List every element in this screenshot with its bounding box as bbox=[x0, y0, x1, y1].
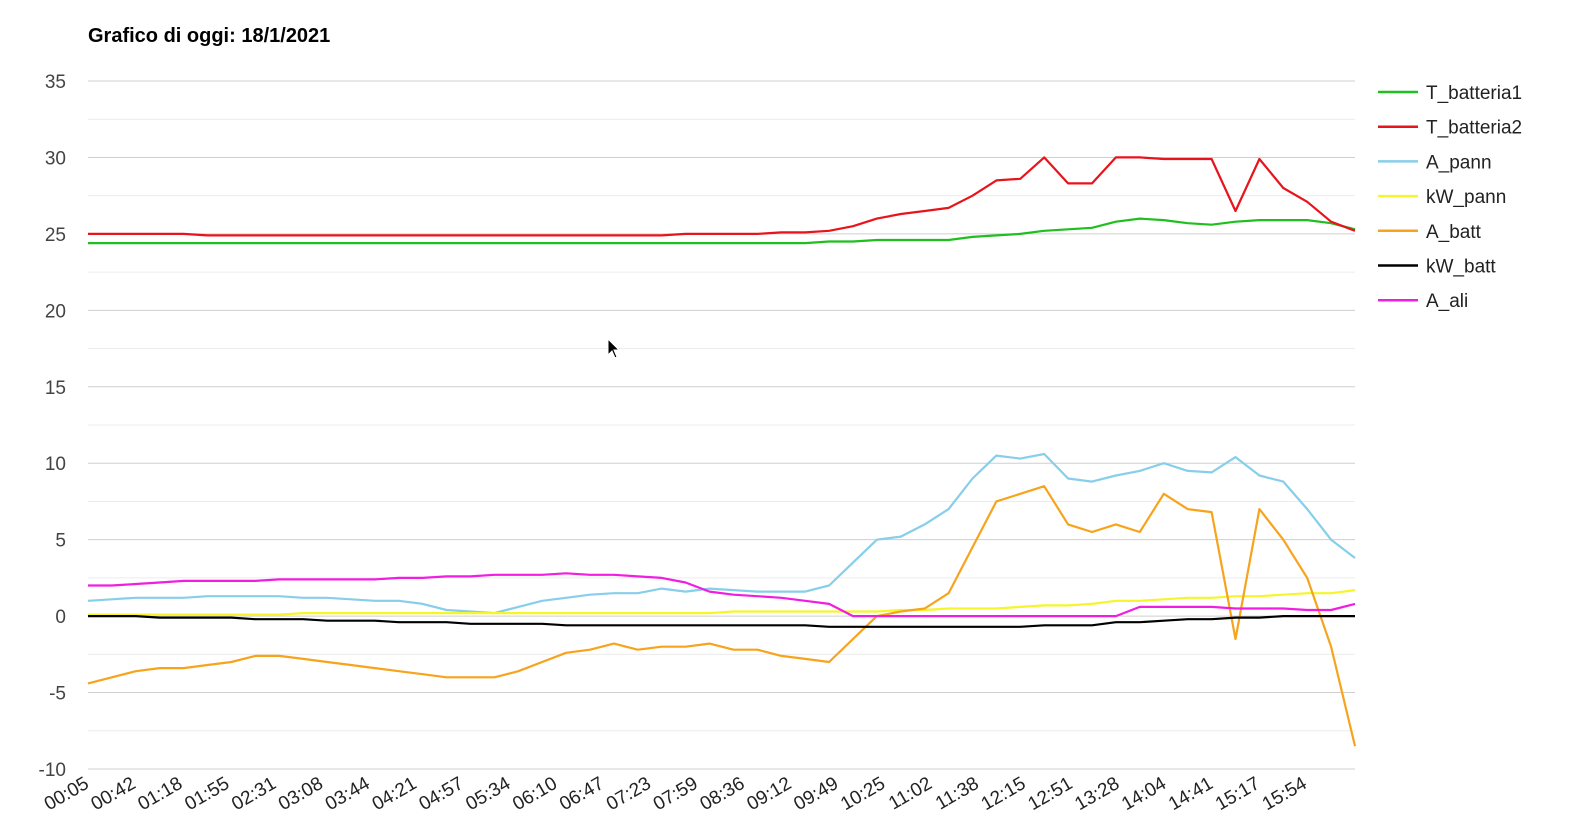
y-tick-label: 10 bbox=[45, 454, 66, 475]
x-tick-label: 15:54 bbox=[1259, 773, 1311, 815]
y-tick-label: 0 bbox=[55, 607, 66, 628]
x-tick-label: 11:02 bbox=[885, 773, 935, 814]
x-tick-label: 08:36 bbox=[697, 773, 749, 815]
x-tick-label: 06:10 bbox=[509, 773, 561, 815]
legend-label: A_ali bbox=[1426, 291, 1468, 312]
y-tick-label: 20 bbox=[45, 301, 66, 322]
x-tick-label: 13:28 bbox=[1071, 773, 1123, 815]
series-line-t-batteria1 bbox=[88, 217, 1356, 245]
series-line-a-ali bbox=[88, 572, 1356, 618]
x-tick-label: 09:49 bbox=[790, 773, 842, 815]
x-tick-label: 07:23 bbox=[603, 773, 655, 815]
y-tick-label: -10 bbox=[39, 760, 66, 781]
legend-label: T_batteria2 bbox=[1426, 118, 1522, 139]
legend-label: A_batt bbox=[1426, 222, 1482, 243]
series-line-kw-pann bbox=[88, 589, 1356, 616]
x-tick-label: 10:25 bbox=[837, 773, 889, 815]
x-tick-label: 01:55 bbox=[181, 773, 233, 815]
series-line-t-batteria2 bbox=[88, 156, 1356, 237]
series-line-kw-batt bbox=[88, 615, 1355, 628]
chart-legend: T_batteria1 T_batteria2 A_pann kW_pann A_bat… bbox=[1378, 83, 1522, 312]
y-tick-label: 25 bbox=[45, 225, 66, 246]
series-line-a-pann bbox=[87, 452, 1356, 615]
x-tick-label: 03:44 bbox=[322, 773, 374, 815]
x-tick-label: 01:18 bbox=[135, 773, 187, 815]
mouse-cursor-icon bbox=[607, 338, 621, 359]
x-tick-label: 05:34 bbox=[462, 773, 514, 815]
x-tick-label: 07:59 bbox=[650, 773, 702, 815]
x-tick-label: 15:17 bbox=[1212, 773, 1264, 815]
y-tick-label: 15 bbox=[45, 378, 66, 399]
legend-label: kW_pann bbox=[1426, 187, 1506, 208]
legend-label: T_batteria1 bbox=[1426, 83, 1522, 104]
x-tick-label: 14:41 bbox=[1165, 773, 1217, 815]
x-tick-label: 06:47 bbox=[556, 773, 608, 815]
x-tick-label: 02:31 bbox=[228, 773, 280, 815]
x-tick-label: 09:12 bbox=[744, 773, 796, 815]
y-tick-label: 35 bbox=[45, 72, 66, 93]
legend-label: kW_batt bbox=[1426, 257, 1496, 278]
x-tick-label: 14:04 bbox=[1118, 773, 1170, 815]
y-tick-label: -5 bbox=[49, 684, 66, 705]
x-tick-label: 03:08 bbox=[275, 773, 327, 815]
legend-label: A_pann bbox=[1426, 152, 1492, 173]
series-line-a-batt bbox=[87, 485, 1357, 747]
x-tick-label: 11:38 bbox=[932, 773, 982, 814]
chart-series-lines bbox=[87, 156, 1357, 747]
x-tick-label: 00:42 bbox=[88, 773, 140, 815]
y-tick-label: 5 bbox=[55, 531, 66, 552]
chart-title: Grafico di oggi: 18/1/2021 bbox=[88, 25, 331, 47]
x-tick-label: 04:21 bbox=[369, 773, 421, 815]
x-axis-ticks: 00:0500:4201:1801:5502:3103:0803:4404:21… bbox=[41, 773, 1311, 815]
x-tick-label: 04:57 bbox=[416, 773, 468, 815]
chart-grid bbox=[88, 80, 1355, 770]
y-tick-label: 30 bbox=[45, 148, 66, 169]
x-tick-label: 12:51 bbox=[1025, 773, 1077, 815]
x-tick-label: 12:15 bbox=[978, 773, 1030, 815]
y-axis-ticks: 35 30 25 20 15 10 5 0 -5 -10 bbox=[39, 72, 66, 781]
